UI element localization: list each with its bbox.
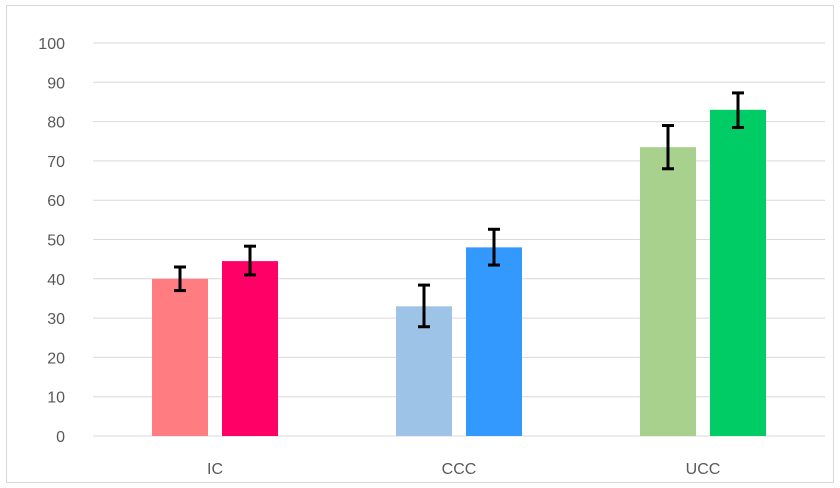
bars [152,109,766,436]
x-category-label: IC [207,461,223,478]
y-tick-label: 80 [47,115,65,132]
bar-ic-1 [152,278,208,436]
error-bar-ic-2 [244,244,256,277]
bar-ccc-2 [466,247,522,436]
error-bar-ucc-2 [732,91,744,129]
chart-frame: 0 10 20 30 40 50 60 70 80 90 100 IC CCC UCC [6,5,834,483]
error-bars [174,91,744,329]
bar-ucc-2 [710,109,766,436]
y-tick-label: 60 [47,193,65,210]
x-axis-category-labels: IC CCC UCC [207,461,720,478]
error-bar-ccc-1 [418,283,430,329]
y-tick-label: 0 [56,429,65,446]
y-tick-label: 100 [38,36,65,53]
error-bar-ic-1 [174,265,186,293]
y-tick-label: 50 [47,233,65,250]
y-tick-label: 90 [47,75,65,92]
y-axis-tick-labels: 0 10 20 30 40 50 60 70 80 90 100 [38,36,65,446]
y-tick-label: 20 [47,350,65,367]
x-category-label: CCC [442,461,477,478]
bar-chart: 0 10 20 30 40 50 60 70 80 90 100 IC CCC UCC [38,36,825,478]
y-tick-label: 30 [47,311,65,328]
gridlines [93,42,825,437]
x-category-label: UCC [686,461,721,478]
error-bar-ucc-1 [662,124,674,171]
y-tick-label: 10 [47,390,65,407]
bar-ucc-1 [640,147,696,436]
y-tick-label: 40 [47,272,65,289]
error-bar-ccc-2 [488,227,500,267]
bar-ic-2 [222,261,278,436]
y-tick-label: 70 [47,154,65,171]
